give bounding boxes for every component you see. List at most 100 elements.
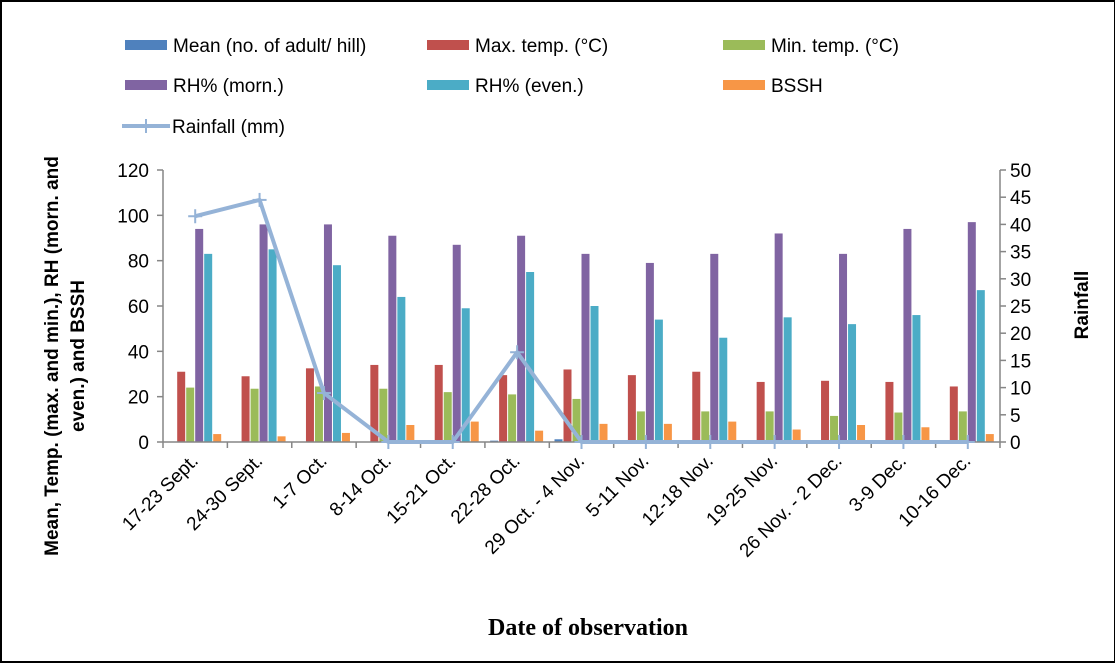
y-tick-label: 20 [128, 388, 149, 409]
y2-tick-label: 20 [1010, 324, 1031, 345]
bar [765, 411, 774, 442]
y-axis-title: Mean, Temp. (max. and min.), RH (morn. a… [42, 156, 89, 556]
legend-label: Mean (no. of adult/ hill) [173, 36, 366, 57]
rainfall-point [316, 386, 331, 401]
y-tick-label: 80 [128, 252, 149, 273]
bar [949, 386, 958, 442]
bar [259, 224, 268, 442]
bar [323, 224, 332, 442]
bar [461, 308, 470, 442]
bar [654, 319, 663, 442]
bar [857, 425, 866, 442]
bar [452, 244, 461, 442]
bar [839, 253, 848, 442]
rainfall-line [188, 192, 975, 449]
bars [177, 222, 994, 442]
y-tick-label: 100 [117, 206, 149, 227]
bar [443, 392, 452, 442]
bar [783, 317, 792, 442]
bar [186, 387, 195, 442]
y2-tick-label: 35 [1010, 243, 1031, 264]
bar [177, 371, 186, 442]
legend-label: RH% (morn.) [173, 76, 284, 97]
bar [912, 315, 921, 442]
bar [388, 235, 397, 442]
y-ticks: 0 20 40 60 80 100 120 [117, 161, 163, 454]
bar [499, 375, 508, 442]
rainfall-point [832, 435, 847, 449]
bar [314, 386, 323, 442]
bar [719, 337, 728, 442]
rainfall-point [896, 435, 911, 449]
rainfall-point [638, 435, 653, 449]
bar [590, 306, 599, 442]
bar [967, 222, 976, 442]
bar [213, 434, 222, 442]
y-axis-title-line2: even.) and BSSH [68, 280, 89, 432]
bar [517, 235, 526, 442]
y2-tick-label: 10 [1010, 379, 1031, 400]
y2-tick-label: 30 [1010, 270, 1031, 291]
bar [663, 423, 672, 442]
y-tick-label: 60 [128, 297, 149, 318]
bar [921, 427, 930, 442]
legend-swatch [427, 80, 469, 90]
y-tick-label: 40 [128, 342, 149, 363]
bar [341, 432, 350, 442]
bar [470, 421, 479, 442]
y-axis-title-line1: Mean, Temp. (max. and min.), RH (morn. a… [42, 156, 63, 556]
bar [204, 253, 213, 442]
y2-tick-label: 45 [1010, 188, 1031, 209]
x-tick-label: 1-7 Oct. [269, 451, 332, 514]
y-tick-label: 0 [138, 433, 149, 454]
bar [985, 434, 994, 442]
y2-tick-label: 5 [1010, 406, 1021, 427]
bar [554, 439, 563, 442]
bar [379, 388, 388, 442]
bar [599, 423, 608, 442]
bar [332, 265, 341, 442]
y-tick-label: 120 [117, 161, 149, 182]
legend-swatch [723, 40, 765, 50]
bar [370, 364, 379, 442]
bar [636, 411, 645, 442]
bar [821, 380, 830, 442]
x-ticks: 17-23 Sept.24-30 Sept. 1-7 Oct.8-14 Oct.1… [118, 442, 1001, 562]
bar [535, 430, 544, 442]
bar [792, 429, 801, 442]
bar [195, 228, 204, 442]
bar [710, 253, 719, 442]
bar [830, 415, 839, 442]
rainfall-point [960, 435, 975, 449]
rainfall-point [445, 435, 460, 449]
bar [581, 253, 590, 442]
bar [508, 394, 517, 442]
bar [434, 364, 443, 442]
legend: Mean (no. of adult/ hill) Max. temp. (°C)… [122, 36, 899, 138]
x-axis-title: Date of observation [488, 615, 688, 641]
bar [976, 290, 985, 442]
bar [774, 233, 783, 442]
legend-swatch [125, 40, 167, 50]
y2-axis-title: Rainfall [1072, 271, 1093, 340]
bar [241, 376, 250, 442]
bar [903, 228, 912, 442]
rainfall-point [252, 192, 267, 207]
rainfall-point [188, 209, 203, 224]
legend-label: RH% (even.) [475, 76, 584, 97]
legend-label: BSSH [771, 76, 823, 97]
legend-label: Min. temp. (°C) [771, 36, 899, 57]
bar [277, 436, 286, 442]
bar [563, 369, 572, 442]
y2-tick-label: 50 [1010, 161, 1031, 182]
bar [701, 411, 710, 442]
bar [885, 381, 894, 442]
bar [894, 412, 903, 442]
y2-tick-label: 0 [1010, 433, 1021, 454]
bar [692, 371, 701, 442]
rainfall-point [703, 435, 718, 449]
bar [397, 296, 406, 442]
legend-label: Rainfall (mm) [172, 117, 285, 138]
legend-swatch [125, 80, 167, 90]
